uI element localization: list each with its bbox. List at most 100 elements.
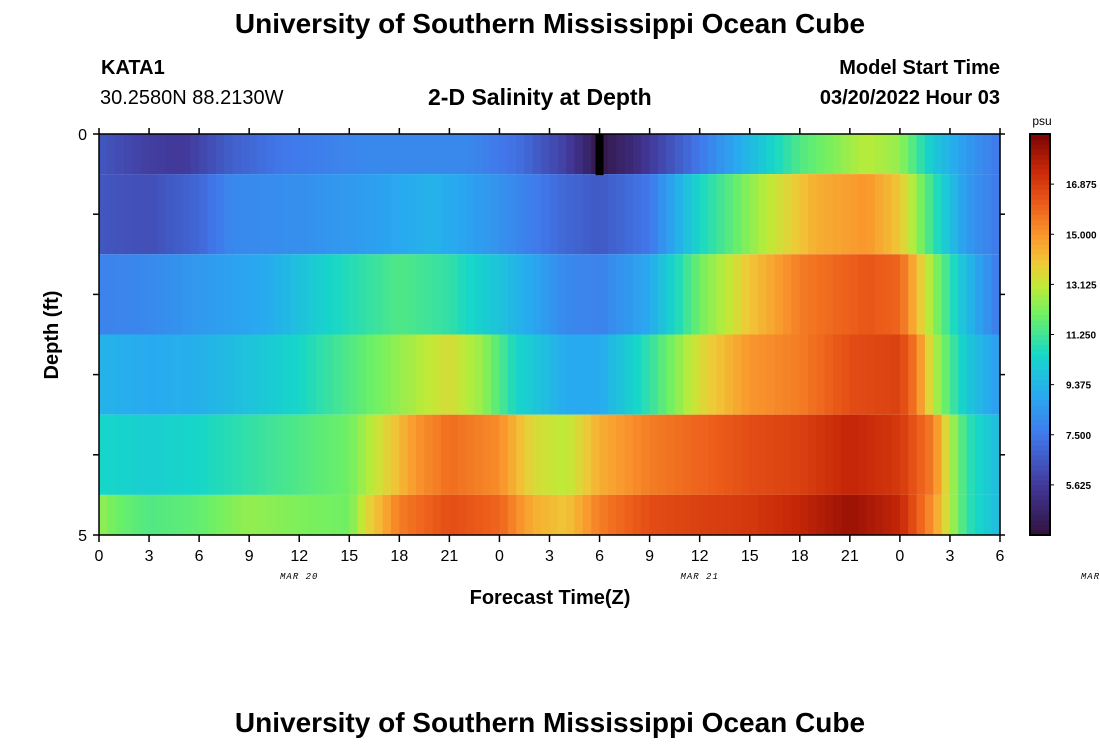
heatmap-cell xyxy=(682,414,692,495)
heatmap-cell xyxy=(766,414,776,495)
heatmap-cell xyxy=(758,494,767,535)
heatmap-cell xyxy=(307,254,317,335)
heatmap-cell xyxy=(682,174,692,255)
heatmap-cell xyxy=(874,254,884,335)
heatmap-cell xyxy=(799,334,809,415)
heatmap-cell xyxy=(149,494,158,535)
colorbar-segment xyxy=(1030,179,1050,185)
heatmap-cell xyxy=(941,254,951,335)
heatmap-cell xyxy=(974,174,984,255)
colorbar-segment xyxy=(1030,379,1050,386)
heatmap-cell xyxy=(849,174,859,255)
heatmap-cell xyxy=(874,134,884,175)
heatmap-cell xyxy=(691,414,701,495)
heatmap-cell xyxy=(841,174,851,255)
heatmap-cell xyxy=(524,254,534,335)
heatmap-cell xyxy=(766,494,776,535)
heatmap-cell xyxy=(99,494,108,535)
heatmap-cell xyxy=(374,174,384,255)
heatmap-cell xyxy=(165,134,175,175)
heatmap-cell xyxy=(174,174,184,255)
heatmap-cell xyxy=(924,254,934,335)
heatmap-cell xyxy=(265,494,275,535)
heatmap-cell xyxy=(449,494,459,535)
colorbar-segment xyxy=(1030,519,1050,526)
heatmap-cell xyxy=(99,254,108,335)
heatmap-cell xyxy=(182,134,192,175)
heatmap-cell xyxy=(424,494,434,535)
heatmap-cell xyxy=(582,134,592,175)
heatmap-cell xyxy=(582,254,592,335)
heatmap-cell xyxy=(249,134,259,175)
heatmap-cell xyxy=(299,414,309,495)
heatmap-cell xyxy=(766,334,776,415)
heatmap-cell xyxy=(541,254,551,335)
heatmap-cell xyxy=(649,134,659,175)
heatmap-cell xyxy=(983,494,993,535)
heatmap-cell xyxy=(240,134,250,175)
colorbar-segment xyxy=(1030,229,1050,235)
heatmap-cell xyxy=(724,494,734,535)
heatmap-cell xyxy=(324,334,334,415)
heatmap-cell xyxy=(374,414,384,495)
heatmap-cell xyxy=(641,254,651,335)
heatmap-cell xyxy=(858,494,868,535)
colorbar-segment xyxy=(1030,149,1050,155)
heatmap-cell xyxy=(240,174,250,255)
heatmap-cell xyxy=(157,334,167,415)
heatmap-cell xyxy=(190,134,200,175)
heatmap-cell xyxy=(199,134,209,175)
colorbar-segment xyxy=(1030,144,1050,150)
colorbar-tick-label: 11.250 xyxy=(1066,331,1096,342)
colorbar-segment xyxy=(1030,439,1050,446)
heatmap-cell xyxy=(541,414,551,495)
heatmap-cell xyxy=(165,334,175,415)
heatmap-cell xyxy=(174,494,184,535)
heatmap-cell xyxy=(924,334,934,415)
colorbar-segment xyxy=(1030,224,1050,230)
heatmap-cell xyxy=(883,494,893,535)
heatmap-cell xyxy=(457,414,467,495)
heatmap-cell xyxy=(724,134,734,175)
x-tick-label: 18 xyxy=(390,548,408,565)
heatmap-cell xyxy=(774,414,784,495)
heatmap-cell xyxy=(774,494,784,535)
heatmap-cell xyxy=(758,254,767,335)
heatmap-cell xyxy=(949,134,959,175)
heatmap-cell xyxy=(616,494,626,535)
heatmap-cell xyxy=(591,174,601,255)
colorbar-segment xyxy=(1030,419,1050,426)
heatmap-cell xyxy=(466,494,476,535)
heatmap-cell xyxy=(566,334,576,415)
heatmap-cell xyxy=(649,334,659,415)
heatmap-cell xyxy=(899,254,909,335)
heatmap-cell xyxy=(766,254,776,335)
x-tick-label: 12 xyxy=(290,548,308,565)
heatmap-cell xyxy=(808,174,818,255)
heatmap-cell xyxy=(958,414,968,495)
colorbar-segment xyxy=(1030,329,1050,336)
heatmap-cell xyxy=(115,334,125,415)
heatmap-cell xyxy=(107,134,117,175)
heatmap-cell xyxy=(499,414,509,495)
heatmap-cell xyxy=(516,414,526,495)
heatmap-cell xyxy=(808,494,818,535)
heatmap-cell xyxy=(641,494,651,535)
heatmap-cell xyxy=(716,334,726,415)
heatmap-cell xyxy=(991,134,1001,175)
heatmap-cell xyxy=(708,414,717,495)
heatmap-cell xyxy=(924,494,934,535)
heatmap-cell xyxy=(607,334,617,415)
heatmap-cell xyxy=(891,134,901,175)
heatmap-cell xyxy=(365,494,375,535)
heatmap-cell xyxy=(132,174,142,255)
heatmap-cell xyxy=(682,494,692,535)
heatmap-cell xyxy=(532,414,542,495)
heatmap-cell xyxy=(140,174,150,255)
heatmap-cell xyxy=(365,254,375,335)
heatmap-cell xyxy=(107,414,117,495)
heatmap-cell xyxy=(499,134,509,175)
heatmap-cell xyxy=(290,254,300,335)
x-tick-label: 18 xyxy=(791,548,809,565)
heatmap-cell xyxy=(949,174,959,255)
